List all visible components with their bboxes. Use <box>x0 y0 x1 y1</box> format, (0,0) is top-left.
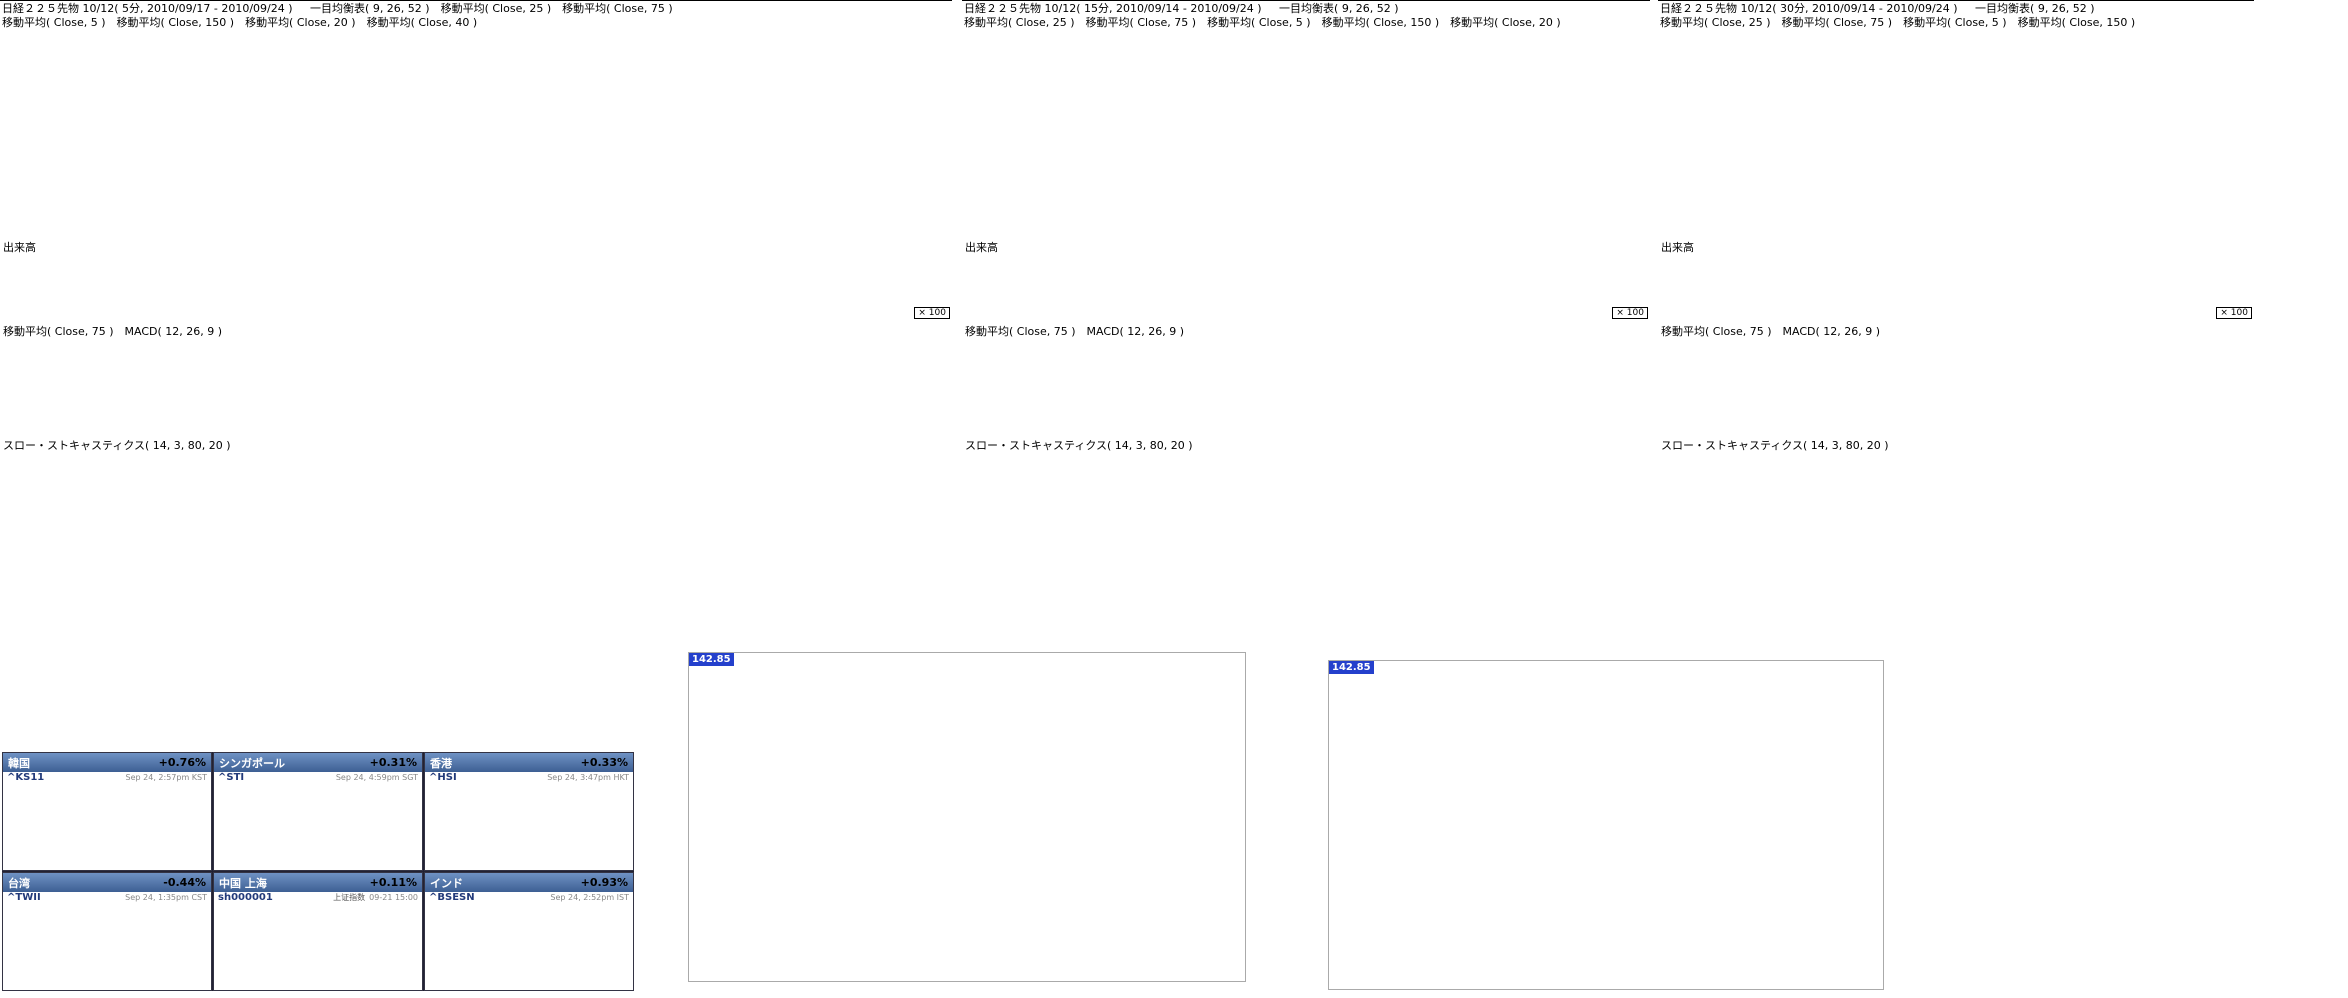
tile-change-percent: +0.76% <box>158 756 206 769</box>
market-tile-hongkong[interactable]: 香港 +0.33% ^HSI Sep 24, 3:47pm HKT <box>424 752 634 871</box>
volume-pane-label: 出来高 <box>1661 241 1694 254</box>
tile-change-percent: +0.11% <box>369 876 417 889</box>
tile-change-percent: +0.33% <box>580 756 628 769</box>
tile-header: 中国 上海 +0.11% <box>214 873 422 892</box>
chart-panel-nikkei-15min: 日経２２５先物 10/12( 15分, 2010/09/14 - 2010/09… <box>962 0 1650 561</box>
fx-chart-canvas <box>1329 661 1883 989</box>
tile-timestamp: Sep 24, 2:57pm KST <box>125 773 207 782</box>
tile-symbol[interactable]: ^STI <box>218 772 245 783</box>
market-tile-india[interactable]: インド +0.93% ^BSESN Sep 24, 2:52pm IST <box>424 872 634 991</box>
tile-change-percent: +0.31% <box>369 756 417 769</box>
tile-timestamp: Sep 24, 2:52pm IST <box>550 893 629 902</box>
chart-title: 日経２２５先物 10/12( 30分, 2010/09/14 - 2010/09… <box>1660 2 1958 15</box>
legend-row-2: 移動平均( Close, 5 ) 移動平均( Close, 150 ) 移動平均… <box>2 16 478 29</box>
tile-header: 韓国 +0.76% <box>3 753 211 772</box>
bond-futures-intraday-chart[interactable]: 142.85 <box>688 652 1246 982</box>
chart-legend: 日経２２５先物 10/12( 5分, 2010/09/17 - 2010/09/… <box>2 2 683 30</box>
chart-legend: 日経２２５先物 10/12( 15分, 2010/09/14 - 2010/09… <box>964 2 1571 30</box>
stochastics-pane-label: スロー・ストキャスティクス( 14, 3, 80, 20 ) <box>965 439 1193 452</box>
volume-scale-badge: × 100 <box>914 307 950 319</box>
tile-region-name: インド <box>430 876 463 890</box>
legend-row-2: 移動平均( Close, 25 ) 移動平均( Close, 75 ) 移動平均… <box>964 16 1561 29</box>
volume-scale-badge: × 100 <box>2216 307 2252 319</box>
tile-timestamp: 09-21 15:00 <box>369 893 418 902</box>
fx-chart-canvas <box>689 653 1245 981</box>
chart-legend: 日経２２５先物 10/12( 30分, 2010/09/14 - 2010/09… <box>1660 2 2145 30</box>
tile-subheader: ^TWII Sep 24, 1:35pm CST <box>3 892 211 907</box>
tile-subheader: ^STI Sep 24, 4:59pm SGT <box>214 772 422 787</box>
tile-sparkline-chart <box>214 787 422 870</box>
last-price-badge: 142.85 <box>689 653 734 666</box>
tile-region-name: 香港 <box>430 756 452 770</box>
tile-timestamp: Sep 24, 4:59pm SGT <box>335 773 418 782</box>
chart-plot-area[interactable] <box>0 1 952 561</box>
chart-panel-nikkei-30min: 日経２２５先物 10/12( 30分, 2010/09/14 - 2010/09… <box>1658 0 2254 561</box>
legend-row-1: 一目均衡表( 9, 26, 52 ) <box>1279 2 1399 15</box>
tile-timestamp: Sep 24, 1:35pm CST <box>125 893 207 902</box>
chart-plot-area[interactable] <box>1658 1 2254 561</box>
tile-symbol[interactable]: ^HSI <box>429 772 457 783</box>
tile-header: 台湾 -0.44% <box>3 873 211 892</box>
tile-index-name: 上证指数 <box>333 893 366 902</box>
market-tile-shanghai[interactable]: 中国 上海 +0.11% sh000001 上证指数 09-21 15:00 <box>213 872 423 991</box>
tile-symbol[interactable]: ^TWII <box>7 892 41 903</box>
tile-sparkline-chart <box>425 907 633 990</box>
tile-timestamp: Sep 24, 3:47pm HKT <box>547 773 629 782</box>
macd-pane-label: 移動平均( Close, 75 ) MACD( 12, 26, 9 ) <box>3 325 223 338</box>
tile-sparkline-chart <box>3 907 211 990</box>
macd-pane-label: 移動平均( Close, 75 ) MACD( 12, 26, 9 ) <box>1661 325 1881 338</box>
market-tile-korea[interactable]: 韓国 +0.76% ^KS11 Sep 24, 2:57pm KST <box>2 752 212 871</box>
volume-scale-badge: × 100 <box>1612 307 1648 319</box>
tile-subheader: sh000001 上证指数 09-21 15:00 <box>214 892 422 907</box>
tile-subheader: ^HSI Sep 24, 3:47pm HKT <box>425 772 633 787</box>
tile-symbol[interactable]: ^KS11 <box>7 772 45 783</box>
tile-change-percent: -0.44% <box>163 876 206 889</box>
stochastics-pane-label: スロー・ストキャスティクス( 14, 3, 80, 20 ) <box>1661 439 1889 452</box>
volume-pane-label: 出来高 <box>3 241 36 254</box>
tile-region-name: 中国 上海 <box>219 876 267 890</box>
tile-change-percent: +0.93% <box>580 876 628 889</box>
tile-sparkline-chart <box>214 907 422 990</box>
tile-region-name: 韓国 <box>8 756 30 770</box>
chart-plot-area[interactable] <box>962 1 1650 561</box>
tile-symbol[interactable]: sh000001 <box>218 892 273 903</box>
volume-pane-label: 出来高 <box>965 241 998 254</box>
tile-region-name: 台湾 <box>8 876 30 890</box>
legend-row-1: 一目均衡表( 9, 26, 52 ) 移動平均( Close, 25 ) 移動平… <box>310 2 673 15</box>
tile-sparkline-chart <box>425 787 633 870</box>
tile-subheader: ^BSESN Sep 24, 2:52pm IST <box>425 892 633 907</box>
tile-subheader: ^KS11 Sep 24, 2:57pm KST <box>3 772 211 787</box>
market-tile-taiwan[interactable]: 台湾 -0.44% ^TWII Sep 24, 1:35pm CST <box>2 872 212 991</box>
tile-region-name: シンガポール <box>219 756 285 770</box>
market-tile-singapore[interactable]: シンガポール +0.31% ^STI Sep 24, 4:59pm SGT <box>213 752 423 871</box>
tile-header: 香港 +0.33% <box>425 753 633 772</box>
stochastics-pane-label: スロー・ストキャスティクス( 14, 3, 80, 20 ) <box>3 439 231 452</box>
legend-row-2: 移動平均( Close, 25 ) 移動平均( Close, 75 ) 移動平均… <box>1660 16 2136 29</box>
chart-title: 日経２２５先物 10/12( 5分, 2010/09/17 - 2010/09/… <box>2 2 293 15</box>
tile-header: シンガポール +0.31% <box>214 753 422 772</box>
chart-title: 日経２２５先物 10/12( 15分, 2010/09/14 - 2010/09… <box>964 2 1262 15</box>
legend-row-1: 一目均衡表( 9, 26, 52 ) <box>1975 2 2095 15</box>
asian-markets-grid: 韓国 +0.76% ^KS11 Sep 24, 2:57pm KST シンガポー… <box>2 752 634 991</box>
chart-panel-nikkei-5min: 日経２２５先物 10/12( 5分, 2010/09/17 - 2010/09/… <box>0 0 952 561</box>
last-price-badge: 142.85 <box>1329 661 1374 674</box>
macd-pane-label: 移動平均( Close, 75 ) MACD( 12, 26, 9 ) <box>965 325 1185 338</box>
tile-sparkline-chart <box>3 787 211 870</box>
tile-symbol[interactable]: ^BSESN <box>429 892 475 903</box>
bond-futures-daily-chart[interactable]: 142.85 <box>1328 660 1884 990</box>
tile-header: インド +0.93% <box>425 873 633 892</box>
